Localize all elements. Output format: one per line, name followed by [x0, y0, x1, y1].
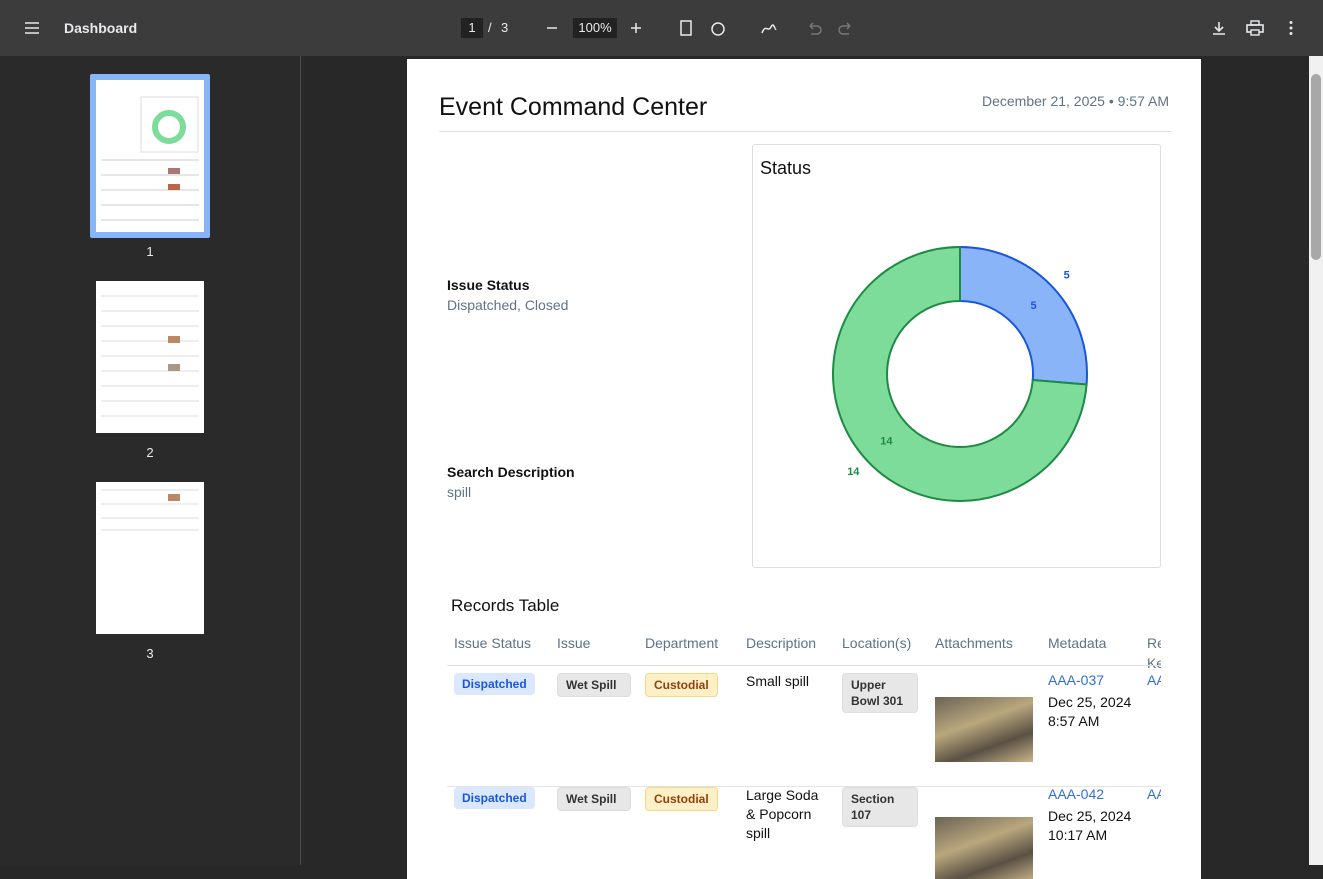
- meta-link[interactable]: AAA-037: [1048, 672, 1105, 688]
- column-header: Metadata: [1048, 635, 1107, 651]
- filter-label: Issue Status: [447, 277, 530, 293]
- status-badge: Dispatched: [454, 787, 535, 809]
- filter-value: spill: [447, 484, 472, 500]
- data-label: 14: [847, 466, 860, 478]
- issue-badge: Wet Spill: [557, 787, 631, 811]
- download[interactable]: [1211, 20, 1227, 36]
- filter-label: Search Description: [447, 464, 575, 480]
- column-header: Location(s): [842, 635, 912, 651]
- column-header: Issue Status: [454, 635, 532, 651]
- description: Large Soda & Popcorn spill: [746, 787, 819, 841]
- column-header: Issue: [557, 635, 591, 651]
- issue-badge: Wet Spill: [557, 673, 631, 697]
- divider: [439, 131, 1171, 132]
- thumbnail-number: 2: [146, 445, 154, 460]
- undo[interactable]: [806, 21, 822, 35]
- header-rule: [447, 665, 1161, 666]
- page-input[interactable]: 1: [461, 18, 483, 38]
- page-count: 3: [501, 20, 509, 35]
- description: Small spill: [746, 673, 810, 689]
- zoom-out[interactable]: [545, 21, 559, 35]
- donut-chart: 5 5 14 14: [832, 245, 1088, 502]
- location-badge: Section 107: [842, 787, 918, 827]
- column-header: Re Ke: [1147, 635, 1161, 671]
- page-separator: /: [488, 20, 492, 35]
- redo[interactable]: [838, 21, 854, 35]
- column-header: Department: [645, 635, 719, 651]
- chart-title: Status: [760, 158, 812, 178]
- meta-time: 8:57 AM: [1048, 713, 1100, 729]
- doc-title: Dashboard: [64, 20, 138, 36]
- thumbnail-number: 3: [146, 646, 154, 661]
- key-link[interactable]: AA: [1147, 672, 1161, 688]
- donut-segment: [832, 245, 1088, 502]
- meta-time: 10:17 AM: [1048, 827, 1108, 843]
- table-title: Records Table: [451, 596, 560, 615]
- department-badge: Custodial: [645, 673, 718, 697]
- thumbnail-sidebar: 1 2 3: [0, 56, 301, 865]
- toolbar: Dashboard 1 / 3 100%: [0, 0, 1323, 56]
- data-label: 5: [1064, 270, 1070, 282]
- column-header: Description: [746, 635, 817, 651]
- meta-date: Dec 25, 2024: [1048, 694, 1132, 710]
- key-link[interactable]: AA: [1147, 786, 1161, 802]
- timestamp: December 21, 2025 • 9:57 AM: [981, 93, 1169, 109]
- filter-value: Dispatched, Closed: [447, 297, 569, 313]
- row-rule: [447, 786, 1161, 787]
- department-badge: Custodial: [645, 787, 718, 811]
- scrollbar-thumb[interactable]: [1311, 74, 1321, 260]
- print[interactable]: [1246, 20, 1264, 36]
- rotate[interactable]: [709, 19, 727, 37]
- data-label: 5: [1031, 300, 1037, 312]
- report-title: Event Command Center: [439, 93, 708, 121]
- thumbnail-selected[interactable]: [90, 74, 210, 238]
- chart-card: Status 5 5 14 14: [752, 144, 1161, 568]
- data-label: 14: [880, 436, 893, 448]
- thumbnail-number: 1: [146, 244, 154, 259]
- attachment-image: [935, 697, 1033, 762]
- status-badge: Dispatched: [454, 673, 535, 695]
- thumbnail-page[interactable]: [96, 482, 204, 634]
- thumbnail-page: [96, 80, 204, 232]
- location-badge: Upper Bowl 301: [842, 673, 918, 713]
- zoom-in[interactable]: [629, 21, 643, 35]
- thumbnail-page[interactable]: [96, 281, 204, 433]
- donut-segment: [959, 245, 1088, 386]
- meta-date: Dec 25, 2024: [1048, 808, 1132, 824]
- pdf-page: Event Command Center December 21, 2025 •…: [407, 59, 1201, 879]
- meta-link[interactable]: AAA-042: [1048, 786, 1105, 802]
- annotate[interactable]: [760, 19, 778, 37]
- zoom-input[interactable]: 100%: [573, 18, 617, 38]
- more[interactable]: [1283, 20, 1299, 36]
- menu-button[interactable]: [24, 20, 40, 36]
- attachment-image: [935, 817, 1033, 879]
- fit-page[interactable]: [678, 20, 694, 36]
- records-table: Issue Status Issue Department Description Lo…: [447, 619, 1161, 879]
- column-header: Attachments: [935, 635, 1013, 651]
